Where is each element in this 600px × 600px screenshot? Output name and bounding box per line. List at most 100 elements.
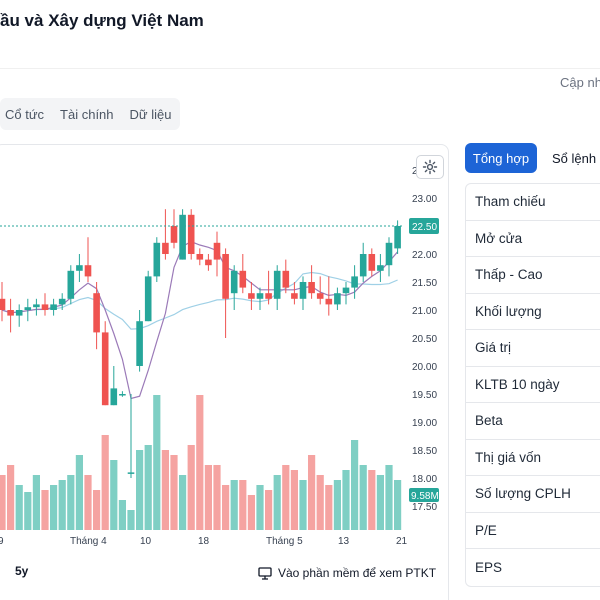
y-tick-label: 22.00 bbox=[412, 250, 437, 261]
volume-bar bbox=[230, 480, 238, 530]
updated-label: Cập nhậ bbox=[560, 75, 600, 90]
candle-body bbox=[187, 214, 195, 254]
volume-bar bbox=[359, 465, 367, 530]
volume-bar bbox=[179, 475, 187, 530]
tab-summary[interactable]: Tổng hợp bbox=[465, 143, 537, 173]
open-ptkt-label: Vào phần mềm để xem PTKT bbox=[278, 566, 437, 580]
stat-pe: P/E bbox=[466, 513, 600, 549]
volume-bar bbox=[308, 455, 316, 530]
volume-bar bbox=[394, 480, 402, 530]
candle-body bbox=[84, 265, 92, 277]
candle-body bbox=[291, 293, 298, 299]
volume-bar bbox=[342, 470, 350, 530]
stats-panel: Tham chiếu Mở cửa Thấp - Cao Khối lượng … bbox=[465, 183, 600, 587]
candle-body bbox=[41, 304, 49, 310]
tab-financials[interactable]: Tài chính bbox=[60, 106, 114, 122]
candle-body bbox=[7, 310, 14, 316]
candle-body bbox=[351, 276, 358, 288]
candle-body bbox=[230, 270, 238, 294]
candle-body bbox=[394, 226, 401, 249]
volume-bar bbox=[67, 475, 75, 530]
volume-bar bbox=[247, 495, 255, 530]
last-price-badge bbox=[409, 218, 439, 234]
chart-card bbox=[0, 144, 449, 600]
candle-body bbox=[58, 298, 66, 305]
candle-body bbox=[205, 259, 212, 266]
candle-body bbox=[299, 282, 307, 299]
volume-bar bbox=[144, 445, 152, 530]
x-tick-label: 9 bbox=[0, 536, 4, 547]
candle-body bbox=[325, 298, 333, 305]
candle-body bbox=[334, 293, 341, 305]
volume-bar bbox=[256, 485, 264, 530]
ma-long-line bbox=[1, 271, 398, 330]
volume-bar bbox=[282, 465, 290, 530]
volume-bar bbox=[58, 480, 66, 530]
candle-body bbox=[101, 332, 109, 406]
y-tick-label: 23.00 bbox=[412, 194, 437, 205]
tab-data[interactable]: Dữ liệu bbox=[129, 106, 172, 122]
volume-bar bbox=[84, 475, 92, 530]
volume-bar bbox=[213, 465, 221, 530]
x-tick-label: Tháng 5 bbox=[266, 536, 303, 547]
stat-beta: Beta bbox=[466, 403, 600, 440]
candle-body bbox=[179, 214, 186, 260]
volume-bar bbox=[7, 465, 15, 530]
candle-body bbox=[385, 242, 393, 266]
candle-body bbox=[170, 226, 178, 243]
volume-bar bbox=[24, 492, 32, 530]
last-price-label: 22.50 bbox=[412, 222, 437, 233]
volume-bar bbox=[196, 395, 204, 530]
candle-body bbox=[248, 293, 255, 299]
volume-bar bbox=[385, 465, 393, 530]
tab-dividends[interactable]: Cổ tức bbox=[5, 106, 45, 122]
candle-body bbox=[153, 242, 161, 277]
volume-bar bbox=[50, 485, 58, 530]
header-divider bbox=[0, 68, 600, 69]
candle-body bbox=[359, 254, 367, 277]
volume-bar bbox=[161, 450, 169, 530]
volume-bar bbox=[75, 455, 83, 530]
candle-body bbox=[33, 304, 40, 308]
volume-bar bbox=[101, 435, 109, 530]
chart-settings-button[interactable] bbox=[416, 155, 444, 179]
volume-bar bbox=[316, 475, 324, 530]
open-ptkt-link[interactable]: Vào phần mềm để xem PTKT bbox=[258, 566, 436, 580]
candle-body bbox=[239, 270, 247, 288]
candle-body bbox=[265, 293, 272, 299]
y-tick-label: 19.00 bbox=[412, 418, 437, 429]
volume-bar bbox=[136, 450, 144, 530]
candle-body bbox=[50, 304, 57, 310]
y-tick-label: 20.50 bbox=[412, 334, 437, 345]
stat-avg-volume-10d: KLTB 10 ngày bbox=[466, 367, 600, 403]
volume-bar bbox=[239, 480, 247, 530]
external-screen-icon bbox=[258, 566, 272, 580]
candle-body bbox=[136, 321, 143, 366]
page-title: ầu và Xây dựng Việt Nam bbox=[0, 11, 204, 30]
candle-body bbox=[127, 472, 135, 474]
stat-eps: EPS bbox=[475, 559, 503, 575]
candle-body bbox=[316, 293, 324, 299]
x-tick-label: 18 bbox=[198, 536, 210, 547]
candle-body bbox=[222, 254, 229, 299]
volume-bar bbox=[376, 475, 384, 530]
candle-body bbox=[24, 307, 32, 310]
stat-low-high: Thấp - Cao bbox=[466, 257, 600, 294]
stat-value: Giá trị bbox=[466, 330, 600, 367]
volume-bar bbox=[118, 500, 126, 530]
candle-body bbox=[110, 388, 118, 406]
tab-order-book[interactable]: Sổ lệnh bbox=[552, 151, 597, 166]
stat-open: Mở cửa bbox=[466, 221, 600, 257]
volume-bar bbox=[187, 445, 195, 530]
price-chart[interactable]: 23.5023.0022.5022.0021.5021.0020.5020.00… bbox=[0, 152, 450, 552]
x-tick-label: 10 bbox=[140, 536, 152, 547]
volume-bar bbox=[222, 485, 230, 530]
range-5y-button[interactable]: 5y bbox=[15, 564, 29, 578]
volume-bar bbox=[0, 475, 6, 530]
y-tick-label: 18.00 bbox=[412, 474, 437, 485]
volume-bar bbox=[351, 440, 359, 530]
y-tick-label: 17.50 bbox=[412, 502, 437, 513]
volume-bar bbox=[32, 475, 40, 530]
candle-body bbox=[282, 270, 290, 288]
